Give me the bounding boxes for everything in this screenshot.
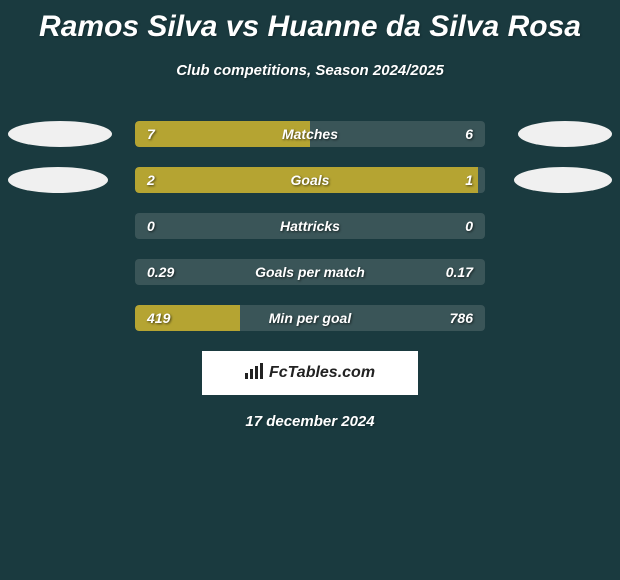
brand-box: FcTables.com	[202, 351, 418, 395]
stats-container: 7 Matches 6 2 Goals 1 0 Hattricks 0 0.	[0, 121, 620, 331]
page-title: Ramos Silva vs Huanne da Silva Rosa	[0, 0, 620, 44]
player-left-avatar	[8, 167, 108, 193]
bar-track: 419 Min per goal 786	[135, 305, 485, 331]
stat-label: Goals	[135, 167, 485, 193]
bar-track: 0 Hattricks 0	[135, 213, 485, 239]
stat-label: Min per goal	[135, 305, 485, 331]
brand-label: FcTables.com	[245, 363, 375, 384]
stat-right-value: 1	[465, 167, 473, 193]
stat-row-goals: 2 Goals 1	[0, 167, 620, 193]
bar-track: 0.29 Goals per match 0.17	[135, 259, 485, 285]
brand-text: FcTables.com	[269, 364, 375, 382]
bar-track: 7 Matches 6	[135, 121, 485, 147]
player-left-avatar	[8, 121, 112, 147]
stat-label: Goals per match	[135, 259, 485, 285]
stat-row-goals-per-match: 0.29 Goals per match 0.17	[0, 259, 620, 285]
stat-row-hattricks: 0 Hattricks 0	[0, 213, 620, 239]
bar-track: 2 Goals 1	[135, 167, 485, 193]
bar-chart-icon	[245, 363, 265, 384]
stat-right-value: 6	[465, 121, 473, 147]
stat-row-matches: 7 Matches 6	[0, 121, 620, 147]
date-label: 17 december 2024	[0, 413, 620, 430]
stat-label: Matches	[135, 121, 485, 147]
stat-right-value: 786	[450, 305, 473, 331]
stat-row-min-per-goal: 419 Min per goal 786	[0, 305, 620, 331]
stat-label: Hattricks	[135, 213, 485, 239]
subtitle: Club competitions, Season 2024/2025	[0, 62, 620, 79]
player-right-avatar	[518, 121, 612, 147]
player-right-avatar	[514, 167, 612, 193]
stat-right-value: 0	[465, 213, 473, 239]
stat-right-value: 0.17	[446, 259, 473, 285]
